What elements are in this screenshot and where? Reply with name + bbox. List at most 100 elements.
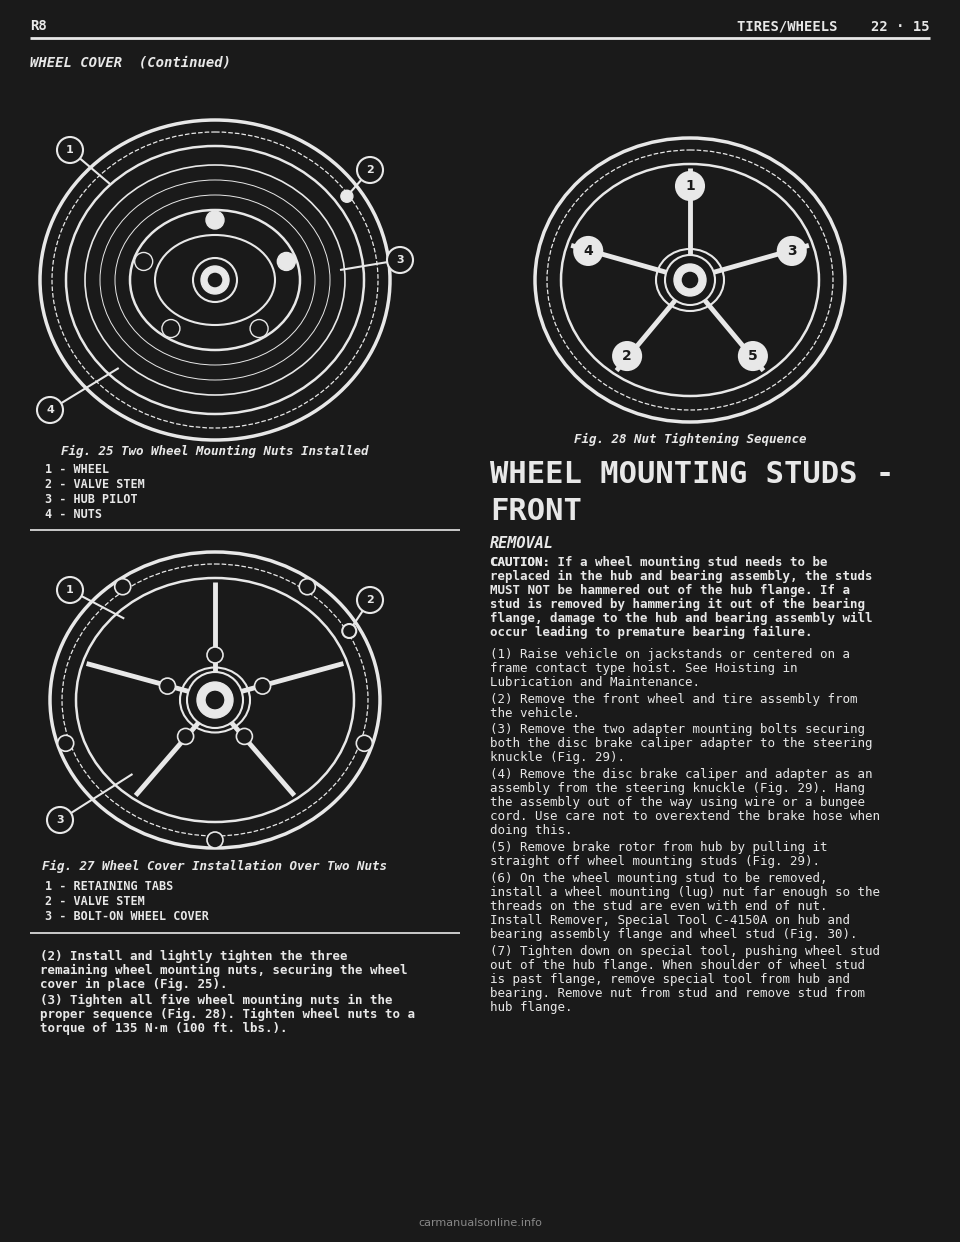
Circle shape bbox=[681, 271, 699, 289]
Circle shape bbox=[277, 252, 296, 271]
Text: 3 - HUB PILOT: 3 - HUB PILOT bbox=[45, 493, 137, 505]
Text: MUST NOT be hammered out of the hub flange. If a: MUST NOT be hammered out of the hub flan… bbox=[490, 584, 850, 597]
Text: Fig. 27 Wheel Cover Installation Over Two Nuts: Fig. 27 Wheel Cover Installation Over Tw… bbox=[42, 859, 388, 873]
Text: (2) Remove the front wheel and tire assembly from: (2) Remove the front wheel and tire asse… bbox=[490, 693, 857, 705]
Text: doing this.: doing this. bbox=[490, 825, 572, 837]
Text: (6) On the wheel mounting stud to be removed,: (6) On the wheel mounting stud to be rem… bbox=[490, 872, 828, 886]
Text: 2 - VALVE STEM: 2 - VALVE STEM bbox=[45, 478, 145, 491]
Circle shape bbox=[356, 735, 372, 751]
Circle shape bbox=[251, 319, 268, 338]
Circle shape bbox=[162, 319, 180, 338]
Circle shape bbox=[254, 678, 271, 694]
Circle shape bbox=[342, 623, 356, 638]
Circle shape bbox=[57, 578, 83, 604]
Text: CAUTION:: CAUTION: bbox=[490, 556, 550, 569]
Text: cover in place (Fig. 25).: cover in place (Fig. 25). bbox=[40, 977, 228, 991]
Circle shape bbox=[357, 156, 383, 183]
Text: 1 - WHEEL: 1 - WHEEL bbox=[45, 463, 109, 476]
Circle shape bbox=[357, 587, 383, 614]
Circle shape bbox=[674, 265, 706, 296]
Circle shape bbox=[341, 190, 353, 202]
Circle shape bbox=[665, 255, 715, 306]
Text: Fig. 25 Two Wheel Mounting Nuts Installed: Fig. 25 Two Wheel Mounting Nuts Installe… bbox=[61, 445, 369, 458]
Circle shape bbox=[387, 247, 413, 273]
Text: remaining wheel mounting nuts, securing the wheel: remaining wheel mounting nuts, securing … bbox=[40, 964, 407, 977]
Text: 2 - VALVE STEM: 2 - VALVE STEM bbox=[45, 895, 145, 908]
Circle shape bbox=[57, 137, 83, 163]
Circle shape bbox=[47, 807, 73, 833]
Text: TIRES/WHEELS    22 · 15: TIRES/WHEELS 22 · 15 bbox=[737, 19, 930, 34]
Text: frame contact type hoist. See Hoisting in: frame contact type hoist. See Hoisting i… bbox=[490, 662, 798, 674]
Text: (1) Raise vehicle on jackstands or centered on a: (1) Raise vehicle on jackstands or cente… bbox=[490, 647, 850, 661]
Circle shape bbox=[739, 342, 767, 370]
Text: WHEEL MOUNTING STUDS -: WHEEL MOUNTING STUDS - bbox=[490, 460, 895, 489]
Text: out of the hub flange. When shoulder of wheel stud: out of the hub flange. When shoulder of … bbox=[490, 959, 865, 971]
Circle shape bbox=[197, 682, 233, 718]
Text: 2: 2 bbox=[622, 349, 632, 363]
Text: both the disc brake caliper adapter to the steering: both the disc brake caliper adapter to t… bbox=[490, 738, 873, 750]
Circle shape bbox=[134, 252, 153, 271]
Text: 5: 5 bbox=[748, 349, 757, 363]
Text: occur leading to premature bearing failure.: occur leading to premature bearing failu… bbox=[490, 626, 812, 638]
Text: (4) Remove the disc brake caliper and adapter as an: (4) Remove the disc brake caliper and ad… bbox=[490, 769, 873, 781]
Text: install a wheel mounting (lug) nut far enough so the: install a wheel mounting (lug) nut far e… bbox=[490, 886, 880, 899]
Circle shape bbox=[207, 647, 223, 663]
Text: 4: 4 bbox=[46, 405, 54, 415]
Circle shape bbox=[206, 211, 224, 229]
Circle shape bbox=[193, 258, 237, 302]
Text: Fig. 28 Nut Tightening Sequence: Fig. 28 Nut Tightening Sequence bbox=[574, 433, 806, 446]
Text: the vehicle.: the vehicle. bbox=[490, 707, 580, 719]
Text: flange, damage to the hub and bearing assembly will: flange, damage to the hub and bearing as… bbox=[490, 612, 873, 625]
Circle shape bbox=[205, 691, 225, 710]
Text: (3) Tighten all five wheel mounting nuts in the: (3) Tighten all five wheel mounting nuts… bbox=[40, 994, 393, 1007]
Circle shape bbox=[178, 728, 194, 744]
Text: 2: 2 bbox=[366, 165, 373, 175]
Text: 3: 3 bbox=[787, 243, 797, 258]
Text: is past flange, remove special tool from hub and: is past flange, remove special tool from… bbox=[490, 972, 850, 986]
Circle shape bbox=[613, 342, 641, 370]
Text: the assembly out of the way using wire or a bungee: the assembly out of the way using wire o… bbox=[490, 796, 865, 810]
Text: 4: 4 bbox=[584, 243, 593, 258]
Text: bearing. Remove nut from stud and remove stud from: bearing. Remove nut from stud and remove… bbox=[490, 986, 865, 1000]
Text: hub flange.: hub flange. bbox=[490, 1001, 572, 1013]
Circle shape bbox=[676, 171, 704, 200]
Text: 3: 3 bbox=[57, 815, 63, 825]
Text: Lubrication and Maintenance.: Lubrication and Maintenance. bbox=[490, 676, 700, 688]
Text: assembly from the steering knuckle (Fig. 29). Hang: assembly from the steering knuckle (Fig.… bbox=[490, 782, 865, 795]
Circle shape bbox=[58, 735, 74, 751]
Text: 1 - RETAINING TABS: 1 - RETAINING TABS bbox=[45, 881, 173, 893]
Circle shape bbox=[187, 672, 243, 728]
Text: (5) Remove brake rotor from hub by pulling it: (5) Remove brake rotor from hub by pulli… bbox=[490, 841, 828, 854]
Text: 3 - BOLT-ON WHEEL COVER: 3 - BOLT-ON WHEEL COVER bbox=[45, 910, 209, 923]
Circle shape bbox=[114, 579, 131, 595]
Circle shape bbox=[236, 728, 252, 744]
Text: 4 - NUTS: 4 - NUTS bbox=[45, 508, 102, 520]
Text: R8: R8 bbox=[30, 19, 47, 34]
Circle shape bbox=[207, 272, 223, 288]
Text: Install Remover, Special Tool C-4150A on hub and: Install Remover, Special Tool C-4150A on… bbox=[490, 914, 850, 927]
Text: WHEEL COVER  (Continued): WHEEL COVER (Continued) bbox=[30, 56, 231, 70]
Text: knuckle (Fig. 29).: knuckle (Fig. 29). bbox=[490, 751, 625, 764]
Text: (3) Remove the two adapter mounting bolts securing: (3) Remove the two adapter mounting bolt… bbox=[490, 723, 865, 737]
Text: proper sequence (Fig. 28). Tighten wheel nuts to a: proper sequence (Fig. 28). Tighten wheel… bbox=[40, 1007, 415, 1021]
Text: (7) Tighten down on special tool, pushing wheel stud: (7) Tighten down on special tool, pushin… bbox=[490, 945, 880, 958]
Circle shape bbox=[37, 397, 63, 424]
Text: CAUTION: If a wheel mounting stud needs to be: CAUTION: If a wheel mounting stud needs … bbox=[490, 556, 828, 569]
Circle shape bbox=[574, 237, 602, 265]
Text: stud is removed by hammering it out of the bearing: stud is removed by hammering it out of t… bbox=[490, 597, 865, 611]
Text: replaced in the hub and bearing assembly, the studs: replaced in the hub and bearing assembly… bbox=[490, 570, 873, 582]
Circle shape bbox=[207, 832, 223, 848]
Text: FRONT: FRONT bbox=[490, 497, 582, 527]
Text: (2) Install and lightly tighten the three: (2) Install and lightly tighten the thre… bbox=[40, 950, 348, 963]
Text: REMOVAL: REMOVAL bbox=[490, 537, 554, 551]
Circle shape bbox=[300, 579, 315, 595]
Text: 2: 2 bbox=[366, 595, 373, 605]
Text: torque of 135 N·m (100 ft. lbs.).: torque of 135 N·m (100 ft. lbs.). bbox=[40, 1022, 287, 1035]
Circle shape bbox=[159, 678, 176, 694]
Text: bearing assembly flange and wheel stud (Fig. 30).: bearing assembly flange and wheel stud (… bbox=[490, 928, 857, 940]
Text: 1: 1 bbox=[66, 585, 74, 595]
Text: 1: 1 bbox=[685, 179, 695, 193]
Text: threads on the stud are even with end of nut.: threads on the stud are even with end of… bbox=[490, 900, 828, 913]
Text: cord. Use care not to overextend the brake hose when: cord. Use care not to overextend the bra… bbox=[490, 810, 880, 823]
Text: carmanualsonline.info: carmanualsonline.info bbox=[418, 1218, 542, 1228]
